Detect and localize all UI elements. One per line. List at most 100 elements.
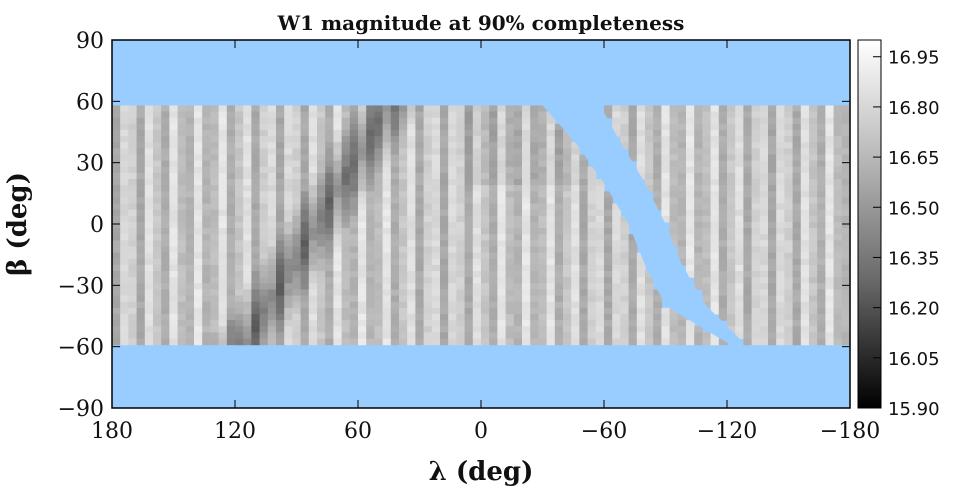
heatmap-cell bbox=[694, 129, 703, 137]
heatmap-cell bbox=[612, 295, 621, 303]
heatmap-cell bbox=[210, 129, 220, 137]
heatmap-cell bbox=[259, 295, 269, 303]
heatmap-cell bbox=[710, 197, 720, 205]
heatmap-cell bbox=[144, 129, 154, 137]
heatmap-cell bbox=[382, 289, 392, 297]
heatmap-cell bbox=[390, 307, 400, 315]
heatmap-cell bbox=[120, 179, 129, 186]
heatmap-cell bbox=[448, 166, 457, 174]
heatmap-cell bbox=[128, 252, 138, 260]
heatmap-cell bbox=[144, 326, 154, 333]
heatmap-cell bbox=[128, 277, 138, 284]
heatmap-cell bbox=[210, 240, 220, 248]
heatmap-cell bbox=[440, 142, 449, 149]
heatmap-cell bbox=[423, 252, 433, 260]
heatmap-cell bbox=[784, 142, 794, 149]
heatmap-cell bbox=[317, 228, 326, 235]
heatmap-cell bbox=[292, 191, 302, 199]
heatmap-cell bbox=[284, 246, 293, 254]
heatmap-cell bbox=[612, 240, 621, 248]
heatmap-cell bbox=[653, 197, 662, 205]
heatmap-cell bbox=[349, 221, 359, 229]
heatmap-cell bbox=[308, 301, 318, 309]
heatmap-cell bbox=[267, 277, 277, 284]
heatmap-cell bbox=[415, 179, 425, 186]
heatmap-cell bbox=[743, 111, 753, 119]
heatmap-cell bbox=[161, 283, 170, 291]
heatmap-cell bbox=[325, 283, 334, 291]
heatmap-cell bbox=[825, 142, 835, 149]
heatmap-cell bbox=[727, 240, 736, 248]
heatmap-cell bbox=[727, 221, 736, 229]
heatmap-cell bbox=[440, 209, 449, 217]
heatmap-cell bbox=[768, 326, 777, 333]
heatmap-cell bbox=[448, 240, 457, 248]
heatmap-cell bbox=[194, 252, 203, 260]
heatmap-cell bbox=[308, 295, 318, 303]
heatmap-cell bbox=[653, 191, 662, 199]
heatmap-cell bbox=[259, 338, 269, 346]
heatmap-cell bbox=[522, 277, 531, 284]
heatmap-cell bbox=[669, 203, 679, 211]
heatmap-cell bbox=[202, 277, 211, 284]
heatmap-cell bbox=[374, 148, 384, 156]
heatmap-cell bbox=[325, 136, 334, 143]
heatmap-cell bbox=[604, 111, 613, 119]
heatmap-cell bbox=[677, 234, 687, 241]
heatmap-cell bbox=[464, 136, 474, 143]
heatmap-cell bbox=[448, 154, 457, 162]
heatmap-cell bbox=[817, 172, 826, 180]
heatmap-cell bbox=[128, 142, 138, 149]
heatmap-cell bbox=[710, 209, 720, 217]
heatmap-cell bbox=[472, 295, 482, 303]
heatmap-cell bbox=[759, 117, 769, 125]
heatmap-cell bbox=[456, 301, 466, 309]
heatmap-cell bbox=[677, 123, 687, 131]
heatmap-cell bbox=[825, 295, 835, 303]
heatmap-cell bbox=[333, 307, 343, 315]
heatmap-cell bbox=[440, 326, 449, 333]
heatmap-cell bbox=[374, 111, 384, 119]
heatmap-cell bbox=[604, 209, 613, 217]
heatmap-cell bbox=[653, 320, 662, 327]
heatmap-cell bbox=[653, 111, 662, 119]
heatmap-cell bbox=[243, 105, 252, 113]
heatmap-cell bbox=[366, 129, 375, 137]
heatmap-cell bbox=[120, 271, 129, 278]
heatmap-cell bbox=[636, 117, 646, 125]
heatmap-cell bbox=[136, 271, 146, 278]
heatmap-cell bbox=[735, 301, 744, 309]
heatmap-cell bbox=[718, 246, 728, 254]
heatmap-cell bbox=[169, 148, 179, 156]
heatmap-cell bbox=[112, 197, 121, 205]
heatmap-cell bbox=[112, 148, 121, 156]
heatmap-cell bbox=[161, 197, 170, 205]
heatmap-cell bbox=[259, 246, 269, 254]
heatmap-cell bbox=[325, 295, 334, 303]
heatmap-cell bbox=[349, 295, 359, 303]
heatmap-cell bbox=[505, 129, 515, 137]
heatmap-cell bbox=[169, 313, 179, 321]
heatmap-cell bbox=[431, 271, 441, 278]
heatmap-cell bbox=[669, 209, 679, 217]
heatmap-cell bbox=[251, 246, 261, 254]
heatmap-cell bbox=[169, 172, 179, 180]
heatmap-cell bbox=[144, 289, 154, 297]
heatmap-cell bbox=[267, 258, 277, 266]
heatmap-cell bbox=[554, 136, 564, 143]
heatmap-cell bbox=[235, 246, 244, 254]
heatmap-cell bbox=[505, 160, 515, 168]
heatmap-cell bbox=[243, 221, 252, 229]
heatmap-cell bbox=[710, 105, 720, 113]
heatmap-cell bbox=[144, 185, 154, 192]
heatmap-cell bbox=[505, 215, 515, 223]
heatmap-cell bbox=[317, 117, 326, 125]
heatmap-cell bbox=[292, 301, 302, 309]
heatmap-cell bbox=[267, 136, 277, 143]
heatmap-cell bbox=[645, 185, 654, 192]
heatmap-cell bbox=[194, 313, 203, 321]
heatmap-cell bbox=[243, 148, 252, 156]
heatmap-cell bbox=[210, 289, 220, 297]
heatmap-cell bbox=[481, 148, 490, 156]
heatmap-cell bbox=[604, 271, 613, 278]
